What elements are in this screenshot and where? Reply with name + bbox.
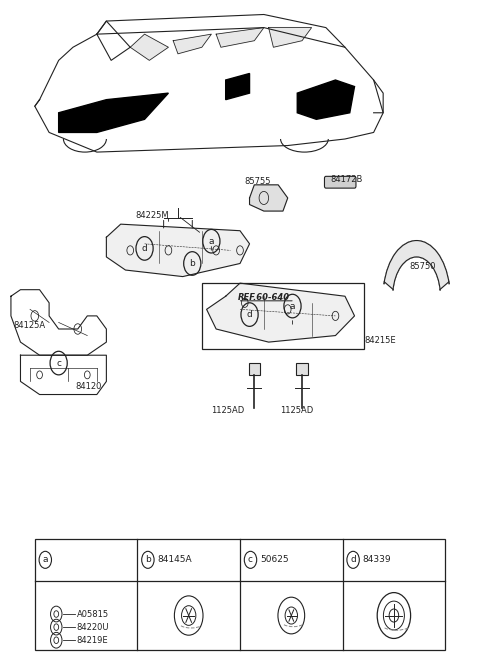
Text: 84225M: 84225M — [135, 211, 168, 220]
Text: a: a — [209, 237, 214, 245]
Text: 84125A: 84125A — [13, 321, 46, 330]
Text: 84220U: 84220U — [77, 622, 109, 632]
FancyBboxPatch shape — [296, 363, 308, 375]
Text: 84219E: 84219E — [77, 636, 108, 645]
Polygon shape — [250, 185, 288, 211]
Text: 1125AD: 1125AD — [280, 407, 313, 415]
Text: c: c — [56, 359, 61, 368]
Text: a: a — [43, 555, 48, 565]
Text: d: d — [247, 310, 252, 319]
Polygon shape — [173, 34, 211, 54]
Text: 84120: 84120 — [75, 382, 102, 390]
Polygon shape — [107, 224, 250, 276]
Text: 84339: 84339 — [363, 555, 391, 565]
Text: 84172B: 84172B — [331, 175, 363, 184]
Text: a: a — [290, 301, 295, 311]
Text: d: d — [142, 244, 147, 253]
Text: d: d — [350, 555, 356, 565]
Text: c: c — [248, 555, 253, 565]
Text: REF.60-640: REF.60-640 — [238, 293, 290, 302]
Polygon shape — [216, 28, 264, 47]
FancyBboxPatch shape — [324, 176, 356, 188]
Polygon shape — [130, 34, 168, 61]
Polygon shape — [206, 283, 355, 342]
Polygon shape — [384, 241, 449, 290]
Text: 84215E: 84215E — [364, 336, 396, 345]
Polygon shape — [59, 93, 168, 132]
Text: 85755: 85755 — [245, 177, 271, 186]
Text: 50625: 50625 — [260, 555, 288, 565]
Text: 85750: 85750 — [409, 263, 436, 271]
Text: 84145A: 84145A — [157, 555, 192, 565]
Polygon shape — [226, 74, 250, 99]
Polygon shape — [269, 28, 312, 47]
FancyBboxPatch shape — [249, 363, 260, 375]
Text: b: b — [145, 555, 151, 565]
Text: b: b — [190, 259, 195, 268]
Text: A05815: A05815 — [77, 609, 109, 619]
Polygon shape — [297, 80, 355, 119]
Text: 1125AD: 1125AD — [212, 407, 245, 415]
